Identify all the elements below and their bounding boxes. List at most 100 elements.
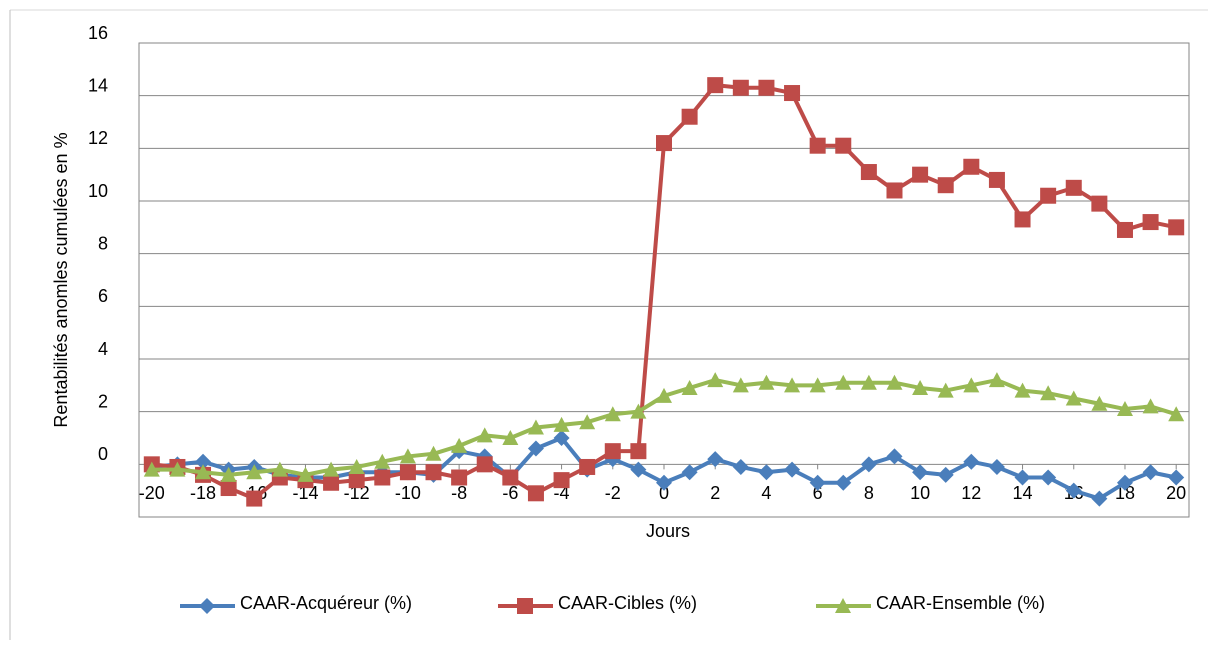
data-point [963,377,980,393]
data-point [860,456,877,473]
data-point [1014,382,1031,398]
data-point [732,377,749,393]
data-point [963,453,980,470]
data-point [220,466,237,482]
x-tick-label: 6 [813,483,823,503]
x-tick-label: 12 [961,483,981,503]
data-point [323,461,340,477]
y-tick-label: 2 [98,391,108,411]
data-point [835,137,852,154]
x-tick-label: 2 [710,483,720,503]
data-point [220,480,237,497]
y-axis-label: Rentabilités anomles cumulées en % [51,132,71,427]
data-point [1116,401,1133,417]
data-point [1116,474,1133,491]
data-point [374,453,391,469]
data-point [527,440,544,457]
data-point [937,177,954,194]
data-point [502,469,519,486]
data-point [707,77,724,94]
data-point [1142,464,1159,481]
data-point [630,461,647,478]
data-point [732,79,749,96]
legend-marker [199,598,215,614]
data-point [502,430,519,445]
plot-border [138,42,1190,518]
y-tick-label: 0 [98,444,108,464]
data-point [604,443,621,460]
data-point [579,458,596,475]
y-tick-label: 14 [88,75,108,95]
data-point [169,461,186,477]
data-point [707,451,724,468]
data-point [1116,221,1133,238]
data-point [809,474,826,491]
x-tick-label: 10 [910,483,930,503]
data-point [348,458,365,474]
data-point [758,464,775,481]
data-point [1065,179,1082,196]
data-point [937,466,954,483]
data-point [809,137,826,154]
data-point [1091,395,1108,411]
x-tick-label: -2 [605,483,621,503]
data-point [988,458,1005,475]
data-point [630,443,647,460]
data-point [399,448,416,464]
y-tick-label: 4 [98,339,108,359]
data-point [195,464,212,480]
data-point [1014,211,1031,228]
data-point [1040,385,1057,401]
data-point [835,374,852,390]
data-point [1168,469,1185,486]
data-point [374,469,391,486]
legend-marker [517,598,533,614]
data-point [681,464,698,481]
data-point [988,171,1005,188]
data-point [425,445,442,461]
data-point [1091,195,1108,212]
data-point [246,464,263,480]
data-point [451,437,468,453]
data-point [656,387,672,403]
data-point [835,474,852,491]
data-point [1065,390,1082,406]
y-tick-label: 6 [98,286,108,306]
data-point [1142,214,1159,231]
x-tick-label: -18 [190,483,216,503]
data-point [1065,482,1082,499]
data-point [425,464,442,481]
data-point [297,466,314,482]
y-tick-label: 8 [98,233,108,253]
data-point [451,469,468,486]
x-tick-label: -10 [395,483,421,503]
data-point [886,374,903,390]
data-point [195,453,212,470]
data-point [860,164,877,181]
data-point [399,464,416,481]
legend-label: CAAR-Ensemble (%) [876,593,1045,613]
data-point [681,108,698,125]
data-point [656,474,672,491]
data-point [963,158,980,175]
data-point [656,135,672,152]
data-point [758,79,775,96]
x-tick-label: -20 [139,483,165,503]
data-point [143,461,160,477]
data-point [732,458,749,475]
data-point [271,461,288,477]
data-point [809,377,826,393]
x-tick-label: -6 [502,483,518,503]
data-point [630,403,647,419]
data-point [579,414,596,430]
data-point [1142,398,1159,414]
x-tick-label: 4 [761,483,771,503]
data-point [476,427,493,443]
data-point [527,419,544,435]
data-point [553,472,570,489]
x-axis-label: Jours [646,521,690,541]
data-point [246,490,263,507]
y-tick-label: 12 [88,128,108,148]
data-point [1040,469,1057,486]
